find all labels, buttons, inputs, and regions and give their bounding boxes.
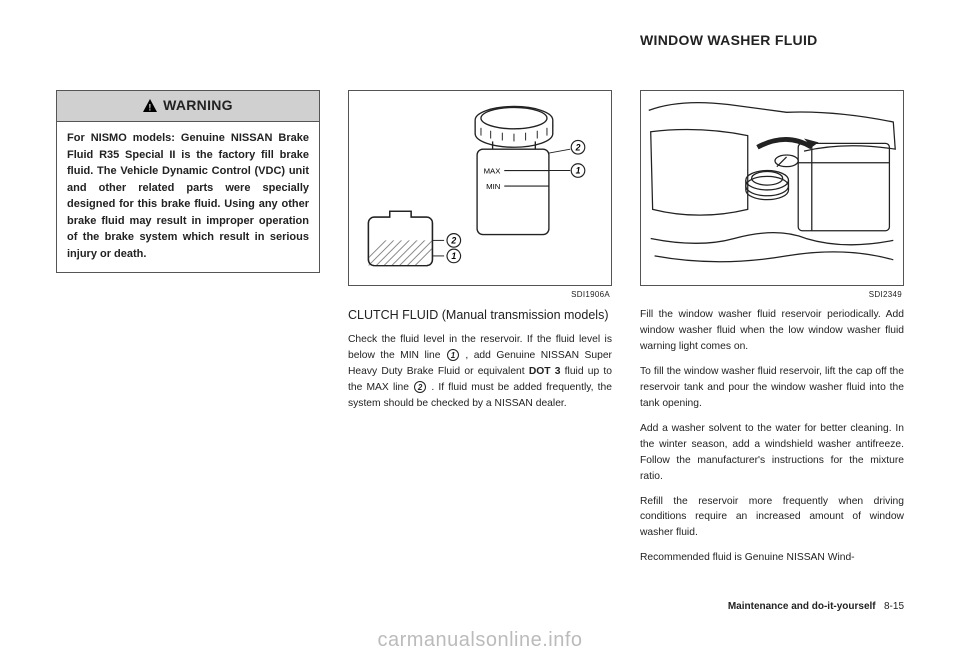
washer-p1: Fill the window washer fluid reservoir p…: [640, 307, 904, 355]
footer-page-number: 8-15: [884, 601, 904, 612]
figure1-code: SDI1906A: [348, 290, 612, 299]
svg-text:2: 2: [450, 236, 456, 246]
washer-p4: Refill the reservoir more frequently whe…: [640, 494, 904, 542]
figure-washer-reservoir: [640, 90, 904, 286]
warning-triangle-icon: !: [143, 99, 157, 115]
washer-p3: Add a washer solvent to the water for be…: [640, 421, 904, 485]
warning-title-bar: ! WARNING: [57, 91, 319, 122]
washer-p2: To fill the window washer fluid reservoi…: [640, 364, 904, 412]
figure2-code: SDI2349: [640, 290, 904, 299]
svg-text:2: 2: [575, 142, 581, 152]
dot3-bold: DOT 3: [529, 366, 561, 377]
svg-text:MIN: MIN: [486, 182, 500, 191]
svg-text:!: !: [148, 102, 151, 112]
column-2: MAX MIN 1 2: [348, 90, 612, 566]
washer-p5: Recommended fluid is Genuine NISSAN Wind…: [640, 550, 904, 566]
circled-1-icon: 1: [447, 349, 459, 361]
column-1: ! WARNING For NISMO models: Genuine NISS…: [56, 90, 320, 566]
clutch-fluid-paragraph: Check the fluid level in the reservoir. …: [348, 332, 612, 412]
column-3: WINDOW WASHER FLUID: [640, 90, 904, 566]
watermark-text: carmanualsonline.info: [0, 629, 960, 652]
warning-box: ! WARNING For NISMO models: Genuine NISS…: [56, 90, 320, 273]
warning-body-text: For NISMO models: Genuine NISSAN Brake F…: [57, 122, 319, 272]
svg-text:1: 1: [451, 251, 456, 261]
manual-page: ! WARNING For NISMO models: Genuine NISS…: [0, 0, 960, 596]
circled-2-icon: 2: [414, 381, 426, 393]
svg-text:MAX: MAX: [484, 166, 501, 175]
warning-title-text: WARNING: [163, 97, 233, 113]
page-footer: Maintenance and do-it-yourself 8-15: [728, 601, 904, 612]
svg-text:1: 1: [576, 166, 581, 176]
washer-section-title: WINDOW WASHER FLUID: [640, 32, 904, 48]
footer-section-label: Maintenance and do-it-yourself: [728, 601, 876, 612]
figure-clutch-reservoir: MAX MIN 1 2: [348, 90, 612, 286]
clutch-fluid-heading: CLUTCH FLUID (Manual transmission models…: [348, 307, 612, 324]
